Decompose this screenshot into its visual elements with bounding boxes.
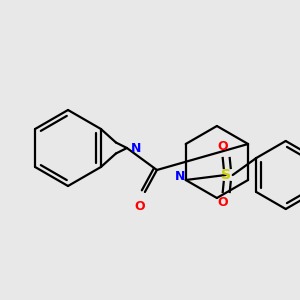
Text: O: O: [218, 140, 228, 154]
Text: N: N: [175, 170, 185, 184]
Text: S: S: [221, 168, 231, 182]
Text: N: N: [131, 142, 141, 154]
Text: O: O: [218, 196, 228, 209]
Text: O: O: [135, 200, 145, 213]
